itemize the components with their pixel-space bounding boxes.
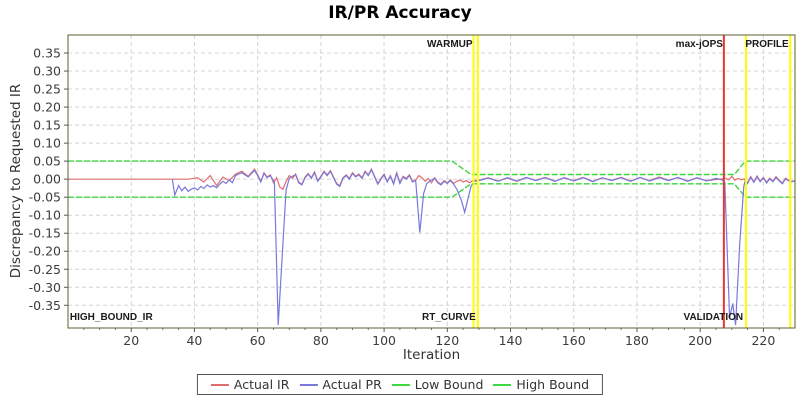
- x-tick-label: 160: [562, 333, 586, 348]
- y-tick-label: 0.35: [33, 46, 61, 61]
- legend-item-low-bound: Low Bound: [391, 377, 484, 392]
- y-tick-label: -0.30: [29, 280, 61, 295]
- series-low-bound: [68, 183, 795, 198]
- y-tick-label: 0.30: [33, 64, 61, 79]
- x-tick-label: 220: [751, 333, 775, 348]
- plot-border: [67, 34, 796, 329]
- x-tick-label: 40: [186, 333, 202, 348]
- y-tick-label: -0.15: [29, 226, 61, 241]
- legend-swatch-high-bound: [493, 383, 512, 386]
- y-tick-label: 0.00: [33, 172, 61, 187]
- x-tick-label: 180: [625, 333, 649, 348]
- y-tick-label: -0.20: [29, 244, 61, 259]
- y-tick-label: 0.10: [33, 136, 61, 151]
- phase-label-high-bound-ir: HIGH_BOUND_IR: [70, 312, 154, 323]
- legend-swatch-actual-pr: [299, 383, 318, 386]
- y-tick-label: -0.05: [29, 190, 61, 205]
- x-tick-label: 20: [123, 333, 139, 348]
- legend-label: Low Bound: [414, 377, 484, 392]
- phase-label-validation: VALIDATION: [684, 312, 744, 323]
- x-tick-label: 100: [372, 333, 396, 348]
- x-tick-label: 120: [435, 333, 459, 348]
- x-tick-label: 140: [499, 333, 523, 348]
- legend-label: Actual PR: [322, 377, 382, 392]
- series-actual-pr: [171, 168, 796, 326]
- legend-swatch-actual-ir: [210, 383, 229, 386]
- x-tick-label: 80: [313, 333, 329, 348]
- phase-label-max-jops: max-jOPS: [676, 39, 724, 50]
- legend-item-high-bound: High Bound: [493, 377, 589, 392]
- y-tick-label: 0.05: [33, 154, 61, 169]
- y-tick-label: -0.35: [29, 298, 61, 313]
- chart-legend: Actual IR Actual PR Low Bound High Bound: [196, 374, 604, 395]
- x-tick-label: 200: [688, 333, 712, 348]
- y-tick-label: 0.20: [33, 100, 61, 115]
- y-axis-label: Discrepancy to Requested IR: [8, 83, 24, 279]
- phase-label-warmup: WARMUP: [427, 39, 473, 50]
- y-tick-label: -0.10: [29, 208, 61, 223]
- phase-label-rt-curve: RT_CURVE: [422, 312, 476, 323]
- series-actual-ir: [68, 167, 796, 191]
- legend-item-actual-ir: Actual IR: [210, 377, 290, 392]
- y-tick-label: -0.25: [29, 262, 61, 277]
- x-axis-label: Iteration: [402, 347, 461, 363]
- legend-item-actual-pr: Actual PR: [299, 377, 382, 392]
- chart-title: IR/PR Accuracy: [328, 3, 472, 23]
- x-tick-label: 60: [250, 333, 266, 348]
- y-tick-label: 0.25: [33, 82, 61, 97]
- series-high-bound: [68, 160, 795, 176]
- legend-swatch-low-bound: [391, 383, 410, 386]
- phase-label-profile: PROFILE: [745, 39, 789, 50]
- legend-label: High Bound: [516, 377, 590, 392]
- legend-label: Actual IR: [233, 377, 290, 392]
- y-tick-label: 0.15: [33, 118, 61, 133]
